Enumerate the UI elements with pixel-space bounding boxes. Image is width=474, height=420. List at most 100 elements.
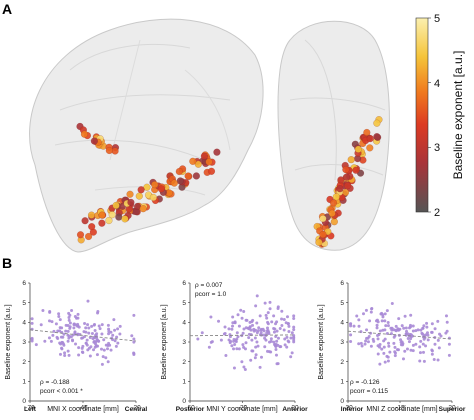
data-point	[408, 323, 412, 327]
data-point	[349, 324, 353, 328]
data-point	[228, 335, 232, 339]
data-point	[100, 362, 104, 366]
data-point	[276, 336, 280, 340]
data-point	[96, 339, 100, 343]
data-point	[272, 314, 276, 318]
data-point	[375, 323, 379, 327]
data-point	[66, 329, 70, 333]
data-point	[349, 322, 353, 326]
plot-z-xlabel: MNI Z coordinate [mm]	[366, 406, 437, 413]
electrode-marker	[84, 232, 93, 241]
data-point	[63, 351, 67, 355]
data-point	[63, 354, 67, 358]
data-point	[244, 341, 248, 345]
data-point	[81, 344, 85, 348]
data-point	[66, 349, 70, 353]
data-point	[97, 324, 101, 328]
electrode-marker	[336, 185, 344, 193]
x-tick-label: -45	[78, 405, 88, 412]
data-point	[267, 350, 271, 354]
data-point	[384, 324, 388, 328]
data-point	[92, 323, 96, 327]
data-point	[276, 306, 280, 310]
data-point	[101, 355, 105, 359]
data-point	[132, 353, 136, 357]
plot-z-rho: ρ = -0.126	[350, 379, 380, 386]
data-point	[403, 349, 407, 353]
data-point	[285, 315, 289, 319]
electrode-marker	[342, 165, 350, 174]
data-point	[387, 341, 391, 345]
panel-a-letter: A	[2, 1, 12, 17]
data-point	[369, 310, 373, 314]
y-tick-label: 3	[22, 339, 26, 346]
data-point	[379, 312, 383, 316]
data-point	[404, 326, 408, 330]
data-point	[357, 318, 361, 322]
data-point	[86, 323, 90, 327]
y-tick-label: 6	[22, 280, 26, 287]
electrode-marker	[76, 231, 85, 239]
data-point	[112, 318, 116, 322]
data-point	[66, 324, 70, 328]
data-point	[411, 343, 415, 347]
x-tick-label: -60	[185, 405, 195, 412]
data-point	[266, 322, 270, 326]
data-point	[268, 307, 272, 311]
data-point	[257, 326, 261, 330]
electrode-marker	[194, 160, 202, 168]
data-point	[409, 337, 413, 341]
data-point	[58, 341, 62, 345]
data-point	[378, 329, 382, 333]
electrode-marker	[184, 172, 192, 180]
data-point	[393, 351, 397, 355]
data-point	[30, 339, 34, 343]
data-point	[77, 325, 81, 329]
y-tick-label: 4	[182, 320, 186, 327]
data-point	[80, 336, 84, 340]
data-point	[241, 331, 245, 335]
data-point	[292, 328, 296, 332]
data-point	[399, 338, 403, 342]
electrodes-lateral	[76, 122, 221, 244]
data-point	[60, 340, 64, 344]
electrode-marker	[319, 230, 327, 239]
electrode-marker	[121, 215, 129, 223]
data-point	[436, 338, 440, 342]
data-point	[67, 336, 71, 340]
data-point	[51, 333, 55, 337]
data-point	[100, 323, 104, 327]
data-point	[43, 339, 47, 343]
data-point	[196, 337, 200, 341]
data-point	[282, 317, 286, 321]
data-point	[82, 330, 86, 334]
y-tick-label: 1	[182, 379, 186, 386]
data-point	[242, 345, 246, 349]
y-tick-label: 5	[22, 300, 26, 307]
data-point	[390, 301, 394, 305]
data-point	[99, 347, 103, 351]
data-point	[107, 329, 111, 333]
data-point	[380, 319, 384, 323]
data-point	[292, 317, 296, 321]
data-point	[56, 329, 60, 333]
electrode-marker	[81, 217, 89, 225]
data-point	[275, 329, 279, 333]
data-point	[359, 341, 363, 345]
data-point	[30, 336, 34, 340]
data-point	[383, 312, 387, 316]
data-point	[368, 319, 372, 323]
data-point	[388, 350, 392, 354]
data-point	[411, 349, 415, 353]
electrode-marker	[352, 166, 360, 174]
data-point	[251, 349, 255, 353]
data-point	[426, 333, 430, 337]
data-point	[424, 344, 428, 348]
data-point	[240, 360, 244, 364]
electrode-marker	[373, 119, 381, 127]
electrode-marker	[332, 193, 340, 201]
data-point	[424, 333, 428, 337]
data-point	[242, 310, 246, 314]
plot-y-end-left: Posterior	[176, 406, 205, 413]
data-point	[114, 344, 118, 348]
